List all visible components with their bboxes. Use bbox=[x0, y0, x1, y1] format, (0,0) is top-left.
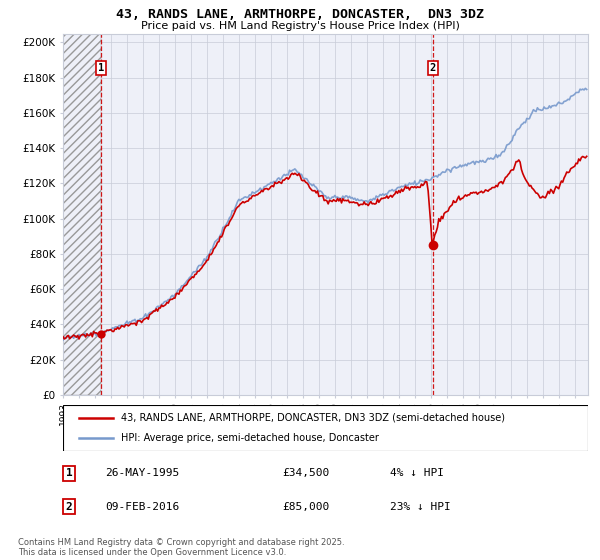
Text: 4% ↓ HPI: 4% ↓ HPI bbox=[390, 468, 444, 478]
Text: 43, RANDS LANE, ARMTHORPE, DONCASTER,  DN3 3DZ: 43, RANDS LANE, ARMTHORPE, DONCASTER, DN… bbox=[116, 8, 484, 21]
Text: 2: 2 bbox=[430, 63, 436, 73]
Text: 23% ↓ HPI: 23% ↓ HPI bbox=[390, 502, 451, 512]
Text: 1: 1 bbox=[65, 468, 73, 478]
Text: £34,500: £34,500 bbox=[282, 468, 329, 478]
Text: 43, RANDS LANE, ARMTHORPE, DONCASTER, DN3 3DZ (semi-detached house): 43, RANDS LANE, ARMTHORPE, DONCASTER, DN… bbox=[121, 413, 505, 423]
FancyBboxPatch shape bbox=[63, 405, 588, 451]
Text: 09-FEB-2016: 09-FEB-2016 bbox=[105, 502, 179, 512]
Text: Contains HM Land Registry data © Crown copyright and database right 2025.
This d: Contains HM Land Registry data © Crown c… bbox=[18, 538, 344, 557]
Text: Price paid vs. HM Land Registry's House Price Index (HPI): Price paid vs. HM Land Registry's House … bbox=[140, 21, 460, 31]
Text: 2: 2 bbox=[65, 502, 73, 512]
Text: HPI: Average price, semi-detached house, Doncaster: HPI: Average price, semi-detached house,… bbox=[121, 433, 379, 443]
Text: 26-MAY-1995: 26-MAY-1995 bbox=[105, 468, 179, 478]
Text: £85,000: £85,000 bbox=[282, 502, 329, 512]
Text: 1: 1 bbox=[98, 63, 104, 73]
